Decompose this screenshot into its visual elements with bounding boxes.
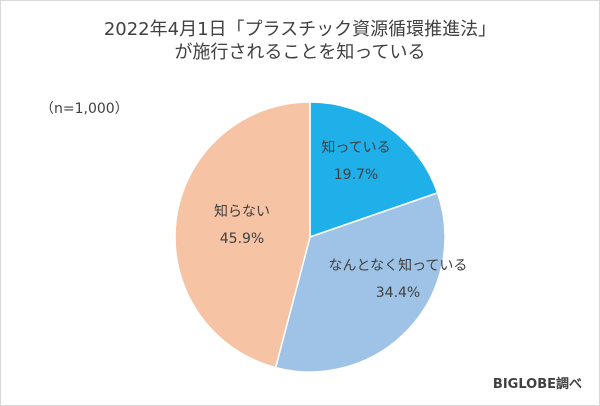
slice-value-2: 34.4% — [376, 285, 420, 301]
slice-label-1: 知っている — [321, 139, 390, 156]
source-credit: BIGLOBE調べ — [492, 377, 582, 392]
chart-title-line-2: が施行されることを知っている — [174, 42, 426, 63]
slice-label-3: 知らない — [214, 203, 270, 220]
pie-slice-2 — [274, 191, 446, 373]
chart-title-line-1: 2022年4月1日「プラスチック資源循環推進法」 — [103, 19, 497, 40]
chart-title: 2022年4月1日「プラスチック資源循環推進法」 が施行されることを知っている — [0, 18, 600, 64]
sample-size-label: （n=1,000） — [40, 101, 129, 117]
slice-value-1: 19.7% — [334, 167, 378, 183]
slice-label-2: なんとなく知っている — [329, 257, 468, 274]
slice-value-3: 45.9% — [220, 231, 264, 247]
pie-slice-3 — [174, 101, 311, 369]
